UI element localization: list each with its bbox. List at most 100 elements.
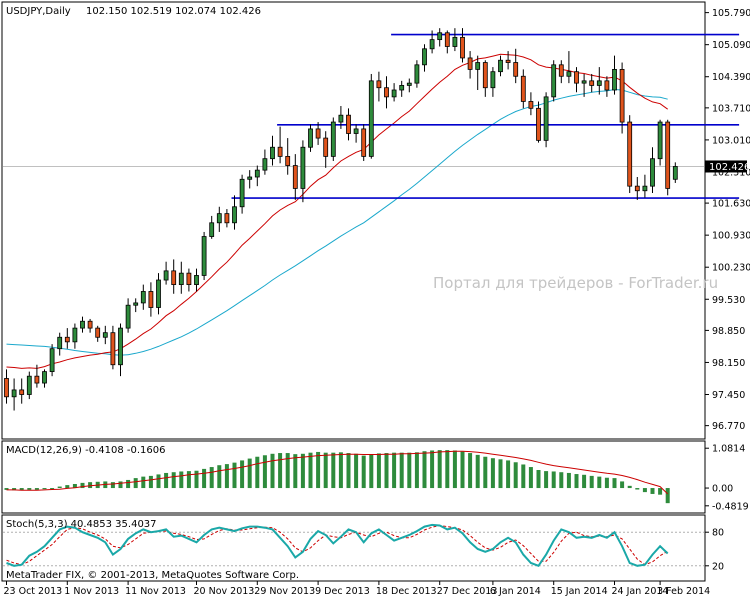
price-tick-label: 104.390 [712, 72, 750, 83]
macd-bar [80, 482, 85, 489]
candle [330, 117, 336, 161]
macd-bar [133, 478, 138, 489]
candle-body [80, 320, 85, 329]
candle [87, 318, 93, 333]
candle-body [566, 71, 572, 77]
candle-body [102, 332, 108, 338]
macd-tick-label: -0.4819 [712, 501, 749, 512]
macd-bar [202, 468, 207, 489]
macd-bar [331, 452, 336, 489]
price-tick-label: 97.450 [712, 390, 745, 401]
macd-bar [475, 454, 480, 489]
candle [224, 209, 230, 228]
candle-body [209, 222, 215, 237]
fast-moving-average-line [6, 53, 668, 369]
macd-bar [88, 482, 93, 489]
macd-bar [300, 453, 305, 489]
macd-bar [361, 455, 366, 489]
macd-bar [156, 474, 161, 489]
candle-body [672, 166, 678, 180]
macd-bar [635, 488, 640, 490]
candle [368, 73, 374, 159]
candle-body [589, 80, 595, 86]
candle-body [277, 146, 283, 157]
candle [19, 378, 25, 404]
macd-panel[interactable]: MACD(12,26,9) -0.4108 -0.1606 1.0814 0.00… [1, 440, 749, 514]
candle-body [422, 48, 427, 66]
candle-body [292, 165, 298, 189]
macd-bar [179, 471, 184, 489]
candle [308, 124, 313, 152]
candle-body [437, 32, 443, 41]
macd-bar [414, 452, 419, 489]
candle [156, 273, 161, 315]
macd-bar [110, 482, 115, 489]
candle [353, 124, 359, 143]
price-tick-label: 101.630 [712, 199, 750, 210]
macd-bar [551, 471, 556, 489]
macd-bar [171, 472, 176, 489]
candle [452, 28, 458, 52]
macd-bar [65, 485, 70, 489]
candle-body [520, 75, 526, 102]
candle-body [232, 206, 237, 224]
candle [657, 119, 663, 166]
macd-bar [278, 453, 283, 489]
time-tick-label: 20 Nov 2013 [194, 586, 255, 597]
time-tick-label: 29 Nov 2013 [254, 586, 315, 597]
candle [384, 76, 389, 109]
macd-bar [445, 450, 450, 489]
candle [376, 71, 382, 102]
candle [513, 48, 519, 84]
candle [498, 55, 503, 77]
candle [247, 170, 253, 189]
price-tick-label: 103.710 [712, 103, 750, 114]
candle-body [482, 62, 488, 89]
candle [163, 261, 169, 285]
macd-bar [255, 456, 260, 489]
stochastic-signal-polyline [6, 524, 668, 566]
candle-body [642, 185, 648, 192]
macd-bar [437, 450, 442, 489]
candle [574, 67, 579, 93]
candle [551, 60, 557, 102]
candle-body [657, 121, 663, 160]
candle [133, 298, 139, 313]
candle-body [315, 128, 321, 139]
price-tick-label: 105.090 [712, 40, 750, 51]
candle-body [308, 128, 313, 148]
candle-body [505, 59, 511, 63]
candle-body [110, 332, 116, 366]
candle [619, 62, 625, 134]
slow-moving-average-line [6, 88, 668, 356]
candle-body [49, 348, 55, 373]
candle [596, 67, 602, 95]
candle-body [247, 176, 253, 180]
candle [475, 55, 481, 90]
price-panel[interactable]: Портал для трейдеров - ForTrader.ru USDJ… [1, 1, 750, 440]
candle [460, 28, 465, 63]
candle-body [444, 32, 450, 47]
candle-body [4, 378, 9, 398]
candle-body [475, 62, 481, 70]
price-tick-label: 100.930 [712, 231, 750, 242]
candle-body [498, 59, 503, 73]
stochastic-signal-line [6, 524, 668, 566]
candle-body [72, 327, 78, 343]
macd-bar [232, 462, 237, 489]
macd-bar [399, 452, 404, 489]
candle [627, 115, 633, 194]
macd-bar [126, 479, 131, 489]
macd-bar [384, 453, 389, 489]
candle-body [26, 375, 32, 395]
time-tick-label: 1 Nov 2013 [64, 586, 119, 597]
macd-bar [521, 464, 526, 489]
candle-body [239, 178, 245, 208]
candle [558, 60, 564, 84]
candle-body [391, 89, 397, 98]
price-tick-label: 102.310 [712, 167, 750, 178]
candle [505, 51, 511, 70]
macd-bar [217, 465, 222, 489]
stochastic-panel[interactable]: Stoch(5,3,3) 40.4853 35.4037 MetaTrader … [1, 514, 724, 582]
